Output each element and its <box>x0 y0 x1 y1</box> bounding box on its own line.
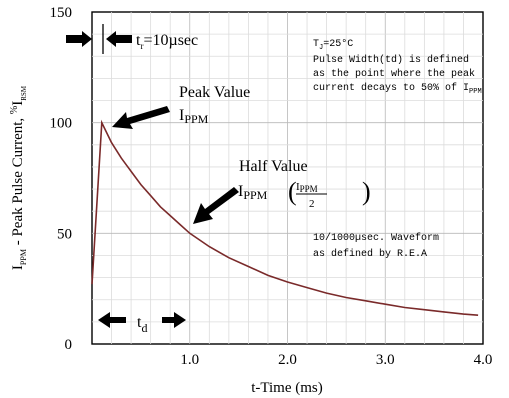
y-tick-label: 100 <box>50 116 73 132</box>
svg-text:as the point where the peak: as the point where the peak <box>313 68 475 80</box>
test-conditions-note: TJ=25°C Pulse Width(td) is defined as th… <box>313 38 482 96</box>
y-tick-label: 50 <box>57 226 72 242</box>
svg-text:tr=10µsec: tr=10µsec <box>136 32 198 51</box>
y-tick-label: 0 <box>65 337 73 353</box>
svg-text:(: ( <box>288 177 297 206</box>
svg-text:Half Value: Half Value <box>239 158 308 175</box>
half-arrow <box>193 187 239 224</box>
peak-arrow <box>112 106 170 129</box>
svg-text:Peak Value: Peak Value <box>179 84 250 101</box>
svg-text:10/1000µsec. Waveform: 10/1000µsec. Waveform <box>313 232 439 244</box>
svg-text:Pulse Width(td) is defined: Pulse Width(td) is defined <box>313 54 469 66</box>
svg-text:current decays to 50% of IPPM: current decays to 50% of IPPM <box>313 82 482 96</box>
x-axis-label: t-Time (ms) <box>251 380 323 396</box>
grid <box>92 12 483 344</box>
x-tick-label: 2.0 <box>278 352 297 368</box>
svg-text:TJ=25°C: TJ=25°C <box>313 38 353 52</box>
y-axis-label: IPPM - Peak Pulse Current, %IRSM <box>9 85 28 270</box>
svg-text:IPPM: IPPM <box>296 181 318 194</box>
waveform-curve <box>91 119 479 316</box>
waveform-note: 10/1000µsec. Waveform as defined by R.E.… <box>313 232 439 260</box>
svg-text:IPPM: IPPM <box>238 183 268 202</box>
x-tick-label: 1.0 <box>180 352 199 368</box>
x-tick-label: 4.0 <box>474 352 493 368</box>
svg-text:IPPM - Peak Pulse Current, %IR: IPPM - Peak Pulse Current, %IRSM <box>9 85 28 270</box>
peak-value-annotation: Peak Value IPPM <box>112 84 250 129</box>
svg-text:IPPM: IPPM <box>179 107 209 126</box>
pulse-width-annotation: td <box>98 312 186 335</box>
half-value-annotation: Half Value IPPM ( IPPM 2 ) <box>193 158 371 224</box>
svg-text:): ) <box>362 177 371 206</box>
y-tick-label: 150 <box>50 5 73 21</box>
svg-text:td: td <box>137 314 147 335</box>
rise-time-annotation: tr=10µsec <box>66 24 198 54</box>
svg-text:2: 2 <box>309 198 315 210</box>
tick-labels: 1.0 2.0 3.0 4.0 0 50 100 150 <box>50 5 493 368</box>
x-tick-label: 3.0 <box>376 352 395 368</box>
svg-text:as defined by R.E.A: as defined by R.E.A <box>313 248 427 260</box>
